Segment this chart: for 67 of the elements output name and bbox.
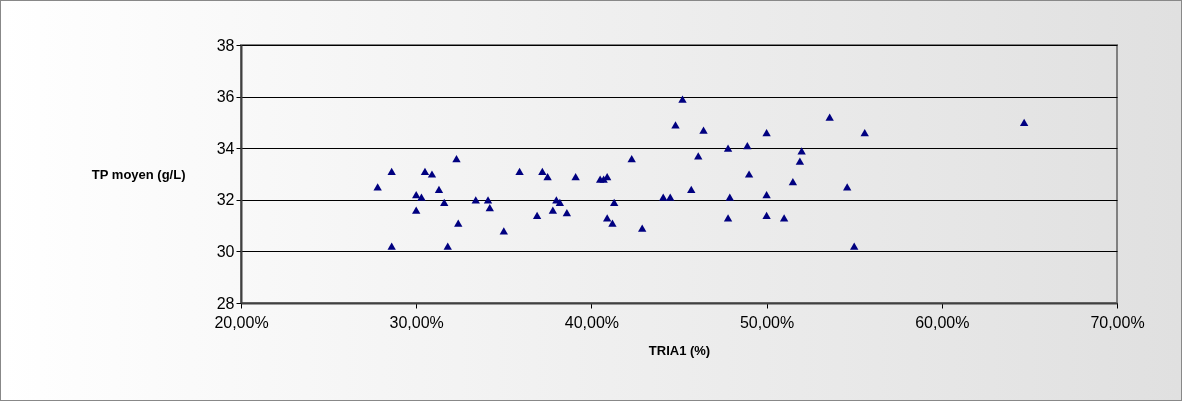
point [387,242,396,250]
point [743,142,752,150]
point [515,167,524,176]
x-tick-label: 40,00% [564,313,620,331]
point [562,209,572,217]
point [723,214,733,222]
point [443,242,452,250]
point [694,152,703,160]
point [532,211,542,219]
point [440,198,449,206]
point [427,170,437,178]
point [699,126,708,134]
point [723,144,733,152]
point [571,172,580,181]
point [762,129,771,137]
point [788,178,798,186]
point [843,183,852,191]
point [499,227,508,235]
point [860,129,869,137]
point [483,196,493,204]
y-axis-title: TP moyen (g/L) [91,166,186,182]
point [471,196,480,204]
point [412,206,421,214]
point [548,206,558,214]
point [825,113,834,121]
x-tick-label: 50,00% [739,313,795,331]
point [659,193,668,201]
point [373,183,382,191]
point [485,203,494,212]
point [555,198,565,206]
point [609,198,619,206]
y-tick-label: 34 [216,139,235,157]
point [795,157,805,165]
y-tick-label: 30 [216,242,235,260]
point [687,185,696,194]
point [671,121,680,129]
y-tick-label: 38 [216,36,235,54]
point [417,193,426,201]
point [725,193,734,201]
point [452,154,461,163]
x-tick-label: 20,00% [214,313,269,331]
point [1019,118,1029,127]
point [627,154,636,163]
x-tick-label: 30,00% [389,313,444,331]
point [412,191,421,199]
point [434,185,444,194]
y-tick-label: 28 [216,294,235,312]
y-tick-label: 36 [216,88,235,106]
y-tick-label: 32 [216,191,235,209]
point [454,219,463,227]
point [850,242,859,250]
point [543,172,552,181]
point [797,147,806,155]
point [387,167,396,176]
point [678,95,687,103]
point [666,193,675,201]
point [762,211,771,219]
point [744,170,754,178]
point [638,224,647,232]
x-tick-label: 60,00% [915,313,970,331]
point [420,167,430,176]
point [779,214,789,222]
point [762,191,771,199]
point [538,167,547,176]
x-axis-title: TRIA1 (%) [648,342,711,358]
point [608,219,617,227]
x-tick-label: 70,00% [1090,313,1145,331]
